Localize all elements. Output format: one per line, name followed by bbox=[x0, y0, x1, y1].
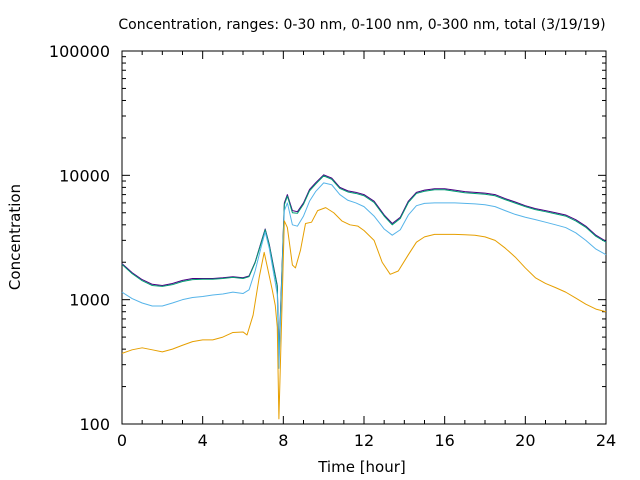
x-tick-label: 8 bbox=[278, 431, 288, 450]
y-tick-label: 100 bbox=[79, 415, 110, 434]
y-tick-label: 100000 bbox=[49, 42, 110, 61]
y-tick-label: 10000 bbox=[59, 166, 110, 185]
x-tick-label: 0 bbox=[117, 431, 127, 450]
series-line-3 bbox=[121, 182, 607, 369]
series-line-1 bbox=[121, 174, 607, 357]
y-axis-label: Concentration bbox=[6, 184, 24, 290]
x-tick-label: 4 bbox=[198, 431, 208, 450]
x-axis-label: Time [hour] bbox=[317, 458, 406, 476]
y-tick-label: 1000 bbox=[69, 291, 110, 310]
x-tick-label: 16 bbox=[434, 431, 454, 450]
series-line-2 bbox=[121, 175, 607, 361]
series-group bbox=[121, 174, 607, 420]
chart-title: Concentration, ranges: 0-30 nm, 0-100 nm… bbox=[118, 17, 605, 33]
plot-frame bbox=[121, 50, 607, 425]
x-tick-label: 20 bbox=[515, 431, 535, 450]
x-tick-label: 24 bbox=[596, 431, 616, 450]
axis-ticks: 0 4 8 12 16 20 24 100 1000 10000 100000 bbox=[49, 42, 616, 450]
series-line-4 bbox=[121, 207, 607, 420]
x-tick-label: 12 bbox=[354, 431, 374, 450]
